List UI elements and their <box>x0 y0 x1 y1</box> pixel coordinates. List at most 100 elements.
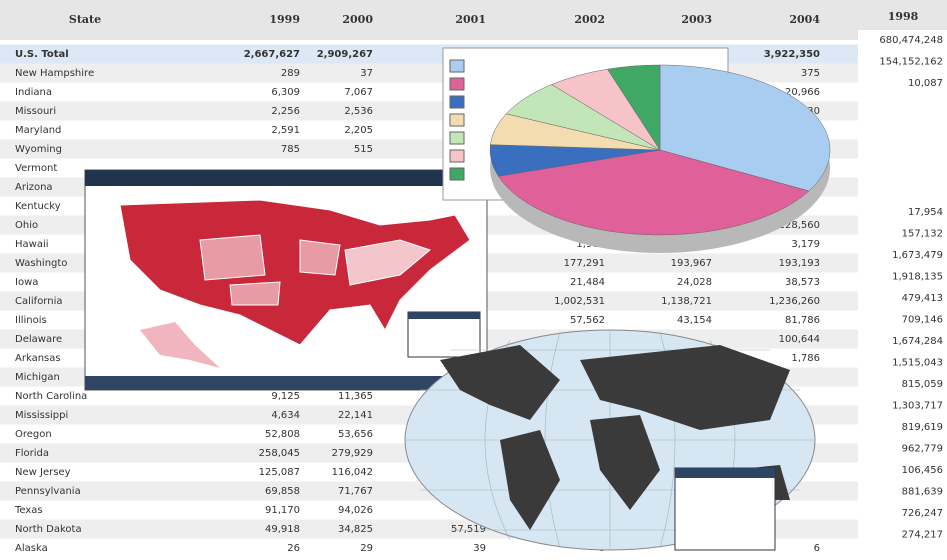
legend-swatch <box>450 132 464 144</box>
state-name: Mississippi <box>15 410 68 421</box>
cell: 81,786 <box>785 315 820 326</box>
side-table: 1998 680,474,248 154,152,162 10,087 17,954 15… <box>858 0 947 541</box>
column-header: 2003 <box>681 13 712 26</box>
cell: 38,573 <box>785 277 820 288</box>
cell: 1,674,284 <box>892 336 943 347</box>
cell: 193,967 <box>671 258 712 269</box>
legend-swatch <box>450 150 464 162</box>
cell: 2,909,267 <box>317 49 373 60</box>
cell: 881,639 <box>902 487 943 498</box>
legend-swatch <box>450 96 464 108</box>
cell: 2,667,627 <box>244 49 300 60</box>
cell: 43,154 <box>677 315 712 326</box>
state-name: Michigan <box>15 372 60 383</box>
cell: 71,767 <box>338 486 373 497</box>
cell: 193,193 <box>779 258 820 269</box>
cell: 709,146 <box>902 315 943 326</box>
cell: 1,786 <box>791 353 820 364</box>
state-name: Texas <box>14 505 43 516</box>
cell: 177,291 <box>564 258 605 269</box>
cell: 258,045 <box>259 448 300 459</box>
state-name: Indiana <box>15 87 52 98</box>
state-name: Oregon <box>15 429 52 440</box>
cell: 2,205 <box>344 125 373 136</box>
cell: 39 <box>473 543 486 554</box>
column-header: State <box>69 13 101 26</box>
cell: 1,236,260 <box>769 296 820 307</box>
state-name: North Dakota <box>15 524 82 535</box>
cell: 1,002,531 <box>554 296 605 307</box>
cell: 17,954 <box>908 207 943 218</box>
cell: 52,808 <box>265 429 300 440</box>
state-name: Missouri <box>15 106 56 117</box>
cell: 819,619 <box>902 422 943 433</box>
cell: 815,059 <box>902 379 943 390</box>
cell: 10,087 <box>908 78 943 89</box>
state-name: U.S. Total <box>15 49 69 60</box>
state-name: Pennsylvania <box>15 486 81 497</box>
legend-swatch <box>450 114 464 126</box>
cell: 154,152,162 <box>879 57 943 68</box>
state-name: Vermont <box>15 163 57 174</box>
column-header: 2000 <box>342 13 373 26</box>
cell: 26 <box>287 543 300 554</box>
cell: 91,170 <box>265 505 300 516</box>
cell: 24,028 <box>677 277 712 288</box>
cell: 125,087 <box>259 467 300 478</box>
cell: 289 <box>281 68 300 79</box>
cell: 962,779 <box>902 444 943 455</box>
cell: 279,929 <box>332 448 373 459</box>
cell: 4,634 <box>271 410 300 421</box>
cell: 1,138,721 <box>661 296 712 307</box>
cell: 274,217 <box>902 530 943 541</box>
row-highlight <box>0 45 858 64</box>
cell: 57,562 <box>570 315 605 326</box>
world-map <box>405 330 815 550</box>
column-header: 1998 <box>888 10 919 23</box>
cell: 94,026 <box>338 505 373 516</box>
column-header: 2001 <box>455 13 486 26</box>
column-header: 1999 <box>269 13 300 26</box>
cell: 100,644 <box>779 334 820 345</box>
cell: 9,125 <box>271 391 300 402</box>
state-name: Florida <box>15 448 49 459</box>
cell: 726,247 <box>902 508 943 519</box>
cell: 116,042 <box>332 467 373 478</box>
state-name: Maryland <box>15 125 61 136</box>
cell: 6,309 <box>271 87 300 98</box>
cell: 680,474,248 <box>879 35 943 46</box>
cell: 1,918,135 <box>892 272 943 283</box>
cell: 1,515,043 <box>892 358 943 369</box>
state-name: Hawaii <box>15 239 49 250</box>
collage: State 1999 2000 2001 2002 2003 2004 U.S. Total 2… <box>0 0 947 556</box>
state-name: Delaware <box>15 334 62 345</box>
cell: 6 <box>814 543 820 554</box>
state-name: Wyoming <box>15 144 62 155</box>
cell: 785 <box>281 144 300 155</box>
cell: 515 <box>354 144 373 155</box>
cell: 22,141 <box>338 410 373 421</box>
state-name: Ohio <box>15 220 38 231</box>
state-name: New Jersey <box>15 467 71 478</box>
cell: 479,413 <box>902 293 943 304</box>
cell: 2,591 <box>271 125 300 136</box>
state-name: Iowa <box>15 277 38 288</box>
column-header: 2004 <box>789 13 820 26</box>
cell: 7,067 <box>344 87 373 98</box>
cell: 49,918 <box>265 524 300 535</box>
cell: 1,303,717 <box>892 401 943 412</box>
legend-swatch <box>450 60 464 72</box>
state-name: Arkansas <box>15 353 61 364</box>
column-header: 2002 <box>574 13 605 26</box>
cell: 3,179 <box>791 239 820 250</box>
cell: 375 <box>801 68 820 79</box>
cell: 29 <box>360 543 373 554</box>
cell: 157,132 <box>902 229 943 240</box>
state-name: Arizona <box>15 182 53 193</box>
state-name: Alaska <box>15 543 48 554</box>
cell: 2,536 <box>344 106 373 117</box>
cell: 2,256 <box>271 106 300 117</box>
legend-swatch <box>450 78 464 90</box>
cell: 3,922,350 <box>764 49 820 60</box>
cell: 37 <box>360 68 373 79</box>
